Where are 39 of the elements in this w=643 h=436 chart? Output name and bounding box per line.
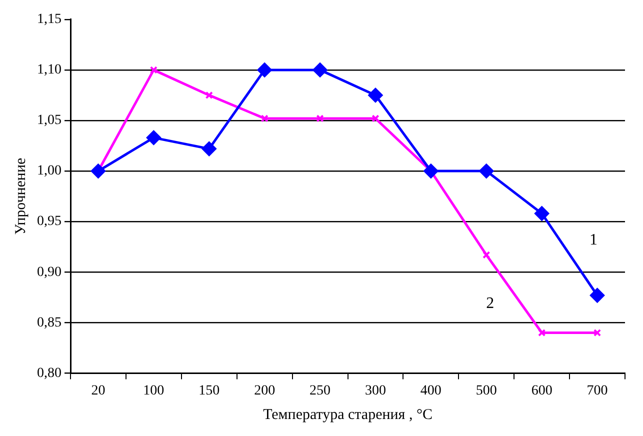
y-tick-label: 0,90 — [37, 264, 62, 280]
x-tick-label: 20 — [91, 383, 106, 398]
x-tick-label: 300 — [364, 383, 386, 398]
y-tick-label: 0,85 — [37, 315, 62, 330]
y-tick-label: 1,00 — [37, 164, 62, 179]
point — [257, 62, 272, 78]
y-tick-label: 0,80 — [37, 366, 62, 381]
y-tick-label: 1,15 — [37, 12, 62, 28]
series-label: 1 — [590, 232, 598, 249]
y-tick-label: 1,05 — [37, 113, 62, 128]
y-axis-title: Упрочнение — [12, 158, 29, 235]
x-tick-label: 250 — [310, 383, 331, 398]
point — [372, 114, 380, 122]
point — [205, 91, 213, 100]
x-tick-label: 100 — [143, 383, 164, 398]
point — [146, 130, 162, 146]
point — [316, 114, 324, 122]
point — [534, 206, 550, 221]
x-tick-label: 500 — [476, 383, 497, 398]
point — [482, 251, 490, 259]
point — [368, 88, 383, 103]
x-tick-label: 200 — [254, 383, 276, 398]
point — [260, 114, 268, 122]
x-axis-title: Температура старения , °С — [263, 406, 432, 423]
point — [478, 164, 494, 179]
x-tick-label: 400 — [420, 383, 442, 398]
series-label: 2 — [486, 295, 494, 312]
point — [312, 62, 328, 78]
point — [90, 164, 106, 179]
point — [150, 66, 158, 74]
x-tick-label: 150 — [198, 383, 220, 398]
point — [423, 164, 438, 179]
y-tick-label: 1,10 — [37, 62, 62, 78]
point — [202, 141, 217, 156]
x-tick-label: 600 — [531, 383, 552, 398]
point — [538, 328, 546, 337]
y-tick-label: 0,95 — [37, 214, 62, 230]
x-tick-label: 700 — [586, 383, 608, 398]
point — [590, 288, 605, 303]
